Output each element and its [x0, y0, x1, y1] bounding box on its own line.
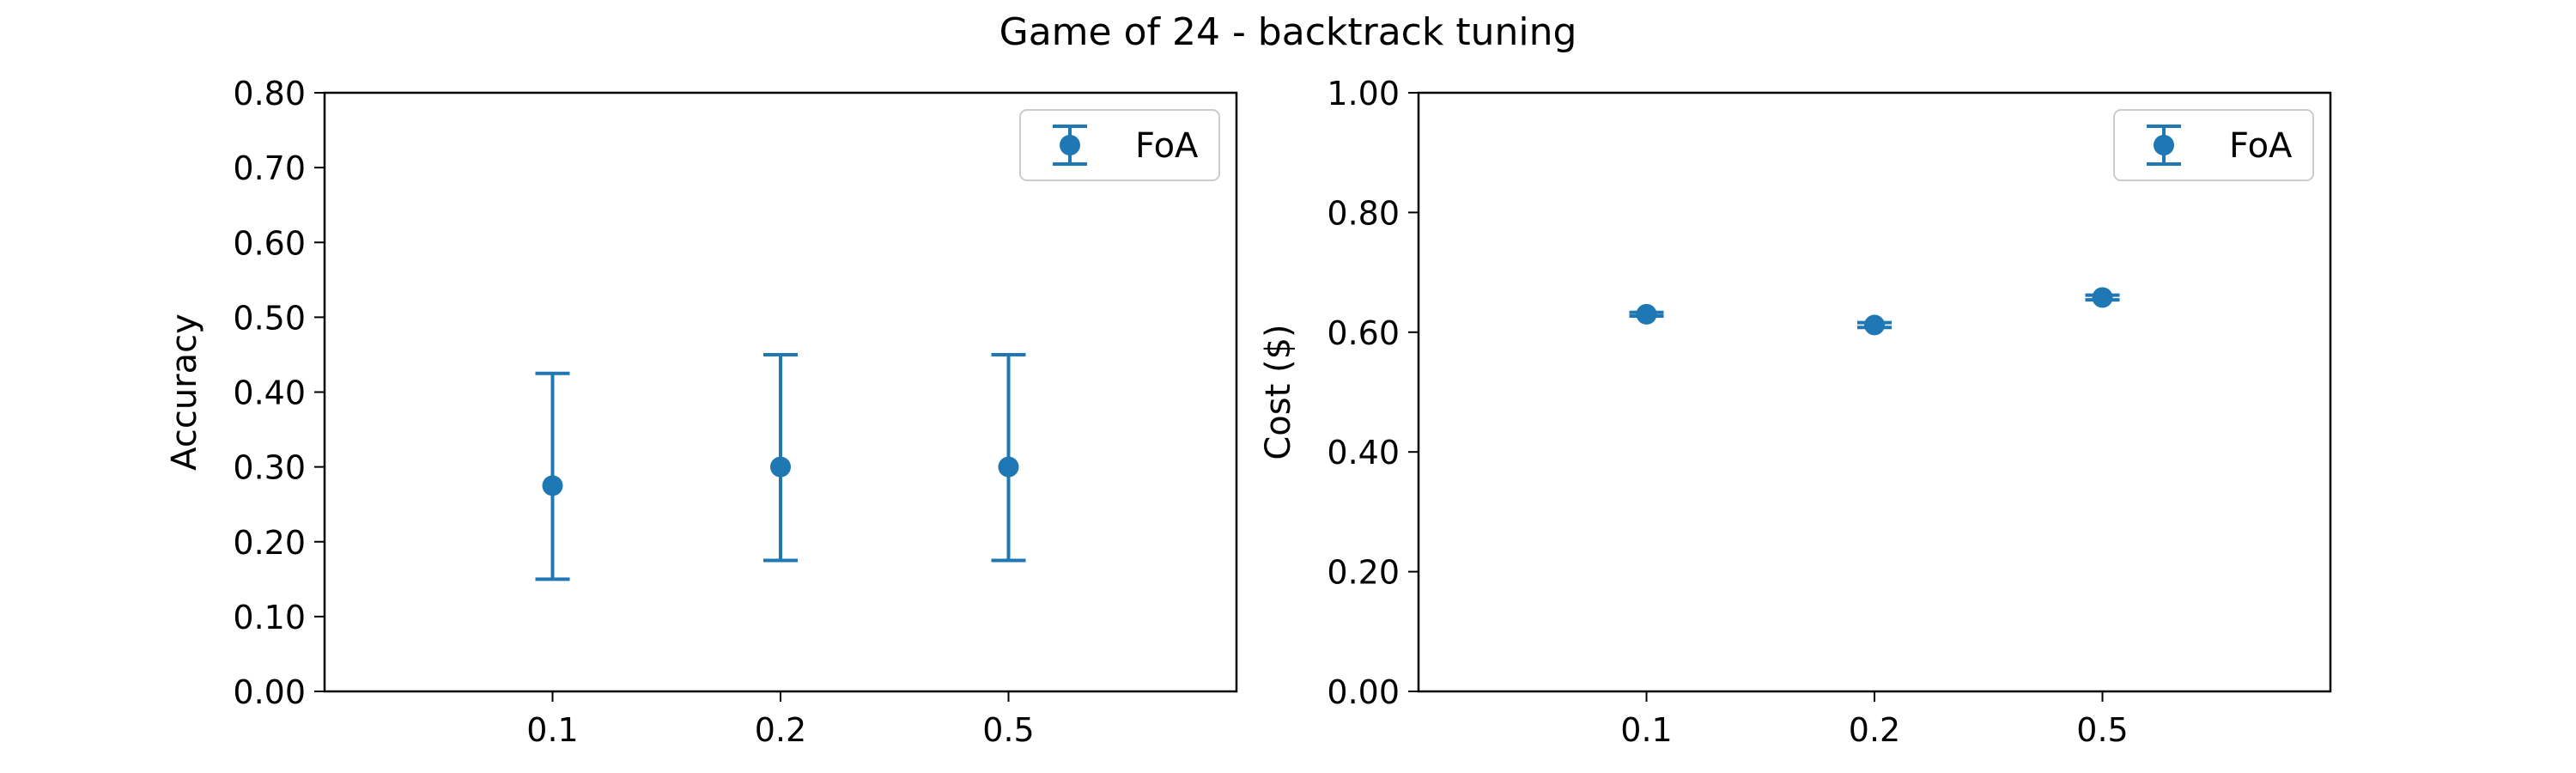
x-tick-label: 0.5 [982, 711, 1034, 749]
data-point [1637, 304, 1657, 325]
y-tick-label: 0.70 [233, 149, 306, 187]
y-tick-label: 0.60 [1327, 314, 1400, 352]
y-tick-label: 0.80 [233, 75, 306, 113]
figure-title: Game of 24 - backtrack tuning [999, 10, 1577, 54]
y-tick-label: 0.20 [233, 524, 306, 562]
x-tick-label: 0.1 [1620, 711, 1672, 749]
plot-frame [1419, 93, 2330, 691]
data-point [770, 457, 791, 478]
charts: 0.000.100.200.300.400.500.600.700.800.1 0… [165, 75, 2330, 749]
x-tick-label: 0.5 [2076, 711, 2128, 749]
data-point [999, 457, 1019, 478]
y-tick-label: 0.00 [233, 673, 306, 711]
legend-label: FoA [2229, 126, 2293, 166]
chart-panel-2: 0.00 0.20 0.40 0.60 0.80 1.00 0.1 0.2 0.5 Cost ($… [1259, 75, 2330, 749]
y-tick-label: 0.40 [233, 374, 306, 412]
y-axis-label: Accuracy [165, 313, 204, 471]
y-tick-label: 0.80 [1327, 194, 1400, 232]
x-tick-label: 0.2 [1849, 711, 1900, 749]
y-tick-label: 0.20 [1327, 554, 1400, 592]
legend-marker [2154, 135, 2174, 155]
legend-marker [1060, 135, 1080, 155]
data-point [543, 475, 563, 496]
y-tick-label: 1.00 [1327, 75, 1400, 113]
legend-label: FoA [1135, 126, 1199, 166]
y-tick-label: 0.30 [233, 449, 306, 487]
legend: FoA [2114, 110, 2313, 180]
y-tick-label: 0.50 [233, 299, 306, 337]
data-point [2093, 287, 2113, 307]
x-tick-label: 0.2 [755, 711, 806, 749]
y-tick-label: 0.10 [233, 599, 306, 636]
x-tick-label: 0.1 [526, 711, 578, 749]
chart-panel-1: 0.00 0.10 0.20 0.30 0.40 0.50 0.60 0.70 0.80 0.1 0… [165, 75, 1236, 749]
y-axis-label: Cost ($) [1259, 324, 1298, 460]
data-point [1864, 314, 1885, 335]
y-tick-label: 0.40 [1327, 434, 1400, 472]
legend: FoA [1020, 110, 1219, 180]
y-tick-label: 0.60 [233, 224, 306, 262]
y-tick-label: 0.00 [1327, 673, 1400, 711]
